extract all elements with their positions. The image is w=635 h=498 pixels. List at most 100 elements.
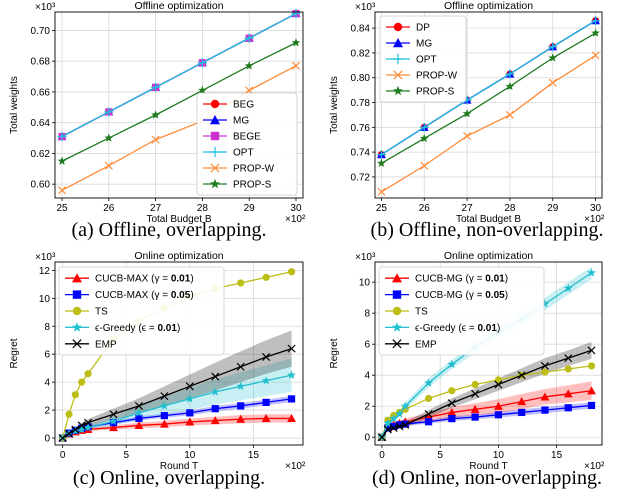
x-tick-label: 26: [103, 203, 115, 214]
y-tick-label: 0: [364, 433, 370, 444]
legend-label-text: ): [177, 323, 180, 334]
data-point: [64, 429, 74, 438]
legend-label: PROP-S: [233, 180, 272, 191]
legend-marker: [393, 22, 403, 32]
y-tick-label: 0.60: [31, 180, 51, 191]
data-point: [77, 421, 86, 430]
data-point: [71, 425, 80, 434]
data-point: [564, 354, 573, 363]
data-point: [505, 69, 515, 79]
legend: CUCB-MG (γ = 0.01)CUCB-MG (γ = 0.05)TSϵ-…: [378, 266, 545, 356]
data-point: [291, 38, 301, 47]
legend-label: ϵ-Greedy (ϵ = 0.01): [95, 323, 180, 334]
data-point: [134, 421, 144, 430]
x-tick-label: 28: [197, 203, 209, 214]
data-point: [261, 414, 271, 423]
legend-item: OPT: [386, 53, 437, 66]
legend-item: EMP: [385, 339, 437, 350]
data-point: [463, 131, 472, 141]
legend-marker: [72, 339, 82, 349]
data-point: [244, 33, 254, 43]
data-point: [541, 368, 549, 376]
y-tick-label: 4: [44, 378, 50, 389]
data-point: [77, 425, 87, 434]
legend-marker: [210, 163, 220, 173]
data-point: [104, 161, 113, 170]
data-point: [287, 344, 296, 353]
data-point: [185, 382, 194, 391]
data-point: [517, 371, 526, 380]
legend-label: EMP: [95, 339, 117, 350]
x-multiplier: ×10²: [285, 214, 306, 225]
x-axis-label: Round T: [469, 461, 507, 472]
data-point: [151, 110, 160, 119]
legend-label: CUCB-MAX (γ = 0.05): [95, 290, 194, 301]
y-multiplier: ×10³: [35, 252, 56, 263]
y-tick-label: 0.78: [351, 98, 371, 109]
x-tick-label: 10: [493, 450, 505, 461]
y-tick-label: 6: [364, 340, 370, 351]
legend-marker: [210, 115, 220, 125]
data-point: [424, 418, 433, 426]
chart-title: Offline optimization: [134, 0, 223, 12]
legend-label-text: ): [505, 274, 508, 285]
y-tick-label: 0.64: [31, 118, 51, 129]
x-tick-label: 25: [56, 203, 68, 214]
x-multiplier: ×10²: [285, 461, 306, 472]
legend-item: MG: [203, 115, 249, 127]
data-point: [540, 299, 550, 308]
data-point: [401, 420, 410, 429]
legend-label: PROP-W: [233, 164, 275, 175]
data-point: [448, 415, 456, 423]
data-point: [83, 422, 93, 432]
legend-item: CUCB-MG (γ = 0.05): [385, 290, 508, 301]
legend-marker: [72, 290, 82, 299]
y-tick-label: 0.70: [31, 26, 51, 37]
legend-label: BEG: [233, 100, 254, 111]
legend-label-text: CUCB-MG (γ =: [415, 290, 485, 301]
data-point: [236, 381, 246, 391]
data-point: [548, 78, 557, 87]
data-point: [291, 8, 301, 19]
x-multiplier: ×10²: [584, 214, 605, 225]
data-point: [262, 398, 270, 406]
data-point: [134, 408, 144, 417]
figure-caption: (a) Offline, overlapping.: [71, 219, 266, 241]
legend-item: PROP-S: [203, 178, 272, 191]
x-tick-label: 29: [244, 203, 256, 214]
x-tick-label: 15: [248, 450, 260, 461]
data-point: [384, 424, 392, 432]
data-point: [563, 283, 573, 293]
y-tick-label: 0.62: [31, 149, 51, 160]
data-point: [505, 81, 515, 91]
data-point: [564, 404, 572, 412]
legend-label: ϵ-Greedy (ϵ = 0.01): [415, 323, 500, 334]
data-point: [109, 423, 118, 432]
legend-label-text: CUCB-MAX (γ =: [95, 274, 171, 285]
data-point: [262, 273, 270, 281]
legend-item: OPT: [203, 146, 254, 159]
legend-label: BEGE: [233, 132, 261, 143]
plot-frame: [374, 11, 603, 199]
chart-title: Online optimization: [134, 250, 223, 262]
data-point: [590, 16, 601, 26]
legend: BEG MG BEGE OPT PROP-W PROP-S: [196, 92, 298, 196]
plot-frame: [54, 11, 304, 199]
legend-marker: [72, 322, 82, 332]
y-axis-label: Regret: [329, 338, 340, 368]
data-point: [185, 417, 195, 426]
chart-3: 0 2 4 6 8 10 12 0 5 10 15 Online optimization ×10³ ×1…: [9, 250, 306, 472]
legend-label-text: CUCB-MAX (γ =: [95, 290, 171, 301]
data-point: [471, 413, 479, 421]
legend: CUCB-MAX (γ = 0.01)CUCB-MAX (γ = 0.05)TS…: [58, 266, 225, 356]
x-tick-label: 25: [376, 203, 388, 214]
chart-1: 0.60 0.62 0.64 0.66 0.68 0.70 25 26 27 28 29 30 Offl…: [9, 0, 306, 225]
data-point: [447, 399, 456, 408]
figure-caption: (c) Online, overlapping.: [73, 467, 265, 489]
data-point: [376, 150, 387, 160]
legend-marker: [392, 290, 402, 299]
chart-4: 0 2 4 6 8 10 0 5 10 15 Online optimization ×10³ ×10²…: [329, 250, 605, 472]
figure-caption: (d) Online, non-overlapping.: [372, 467, 602, 489]
y-axis-label: Total weights: [329, 76, 340, 134]
data-point: [135, 414, 143, 423]
